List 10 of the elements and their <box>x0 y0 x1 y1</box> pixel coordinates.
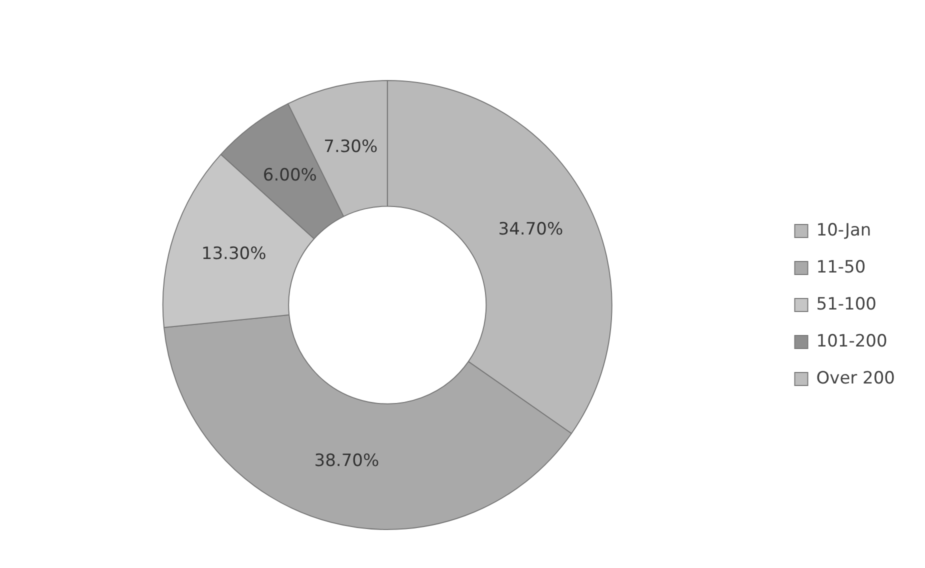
data-label: 38.70% <box>314 450 380 471</box>
legend-label: 11-50 <box>816 257 866 278</box>
legend-label: 51-100 <box>816 294 876 314</box>
data-label: 34.70% <box>498 220 564 240</box>
data-label: 13.30% <box>201 244 266 264</box>
legend-label: 101-200 <box>816 331 888 352</box>
legend-label: 10-Jan <box>816 220 872 240</box>
legend-label: Over 200 <box>816 368 896 388</box>
data-label: 6.00% <box>262 165 317 186</box>
data-label: 7.30% <box>324 137 378 158</box>
